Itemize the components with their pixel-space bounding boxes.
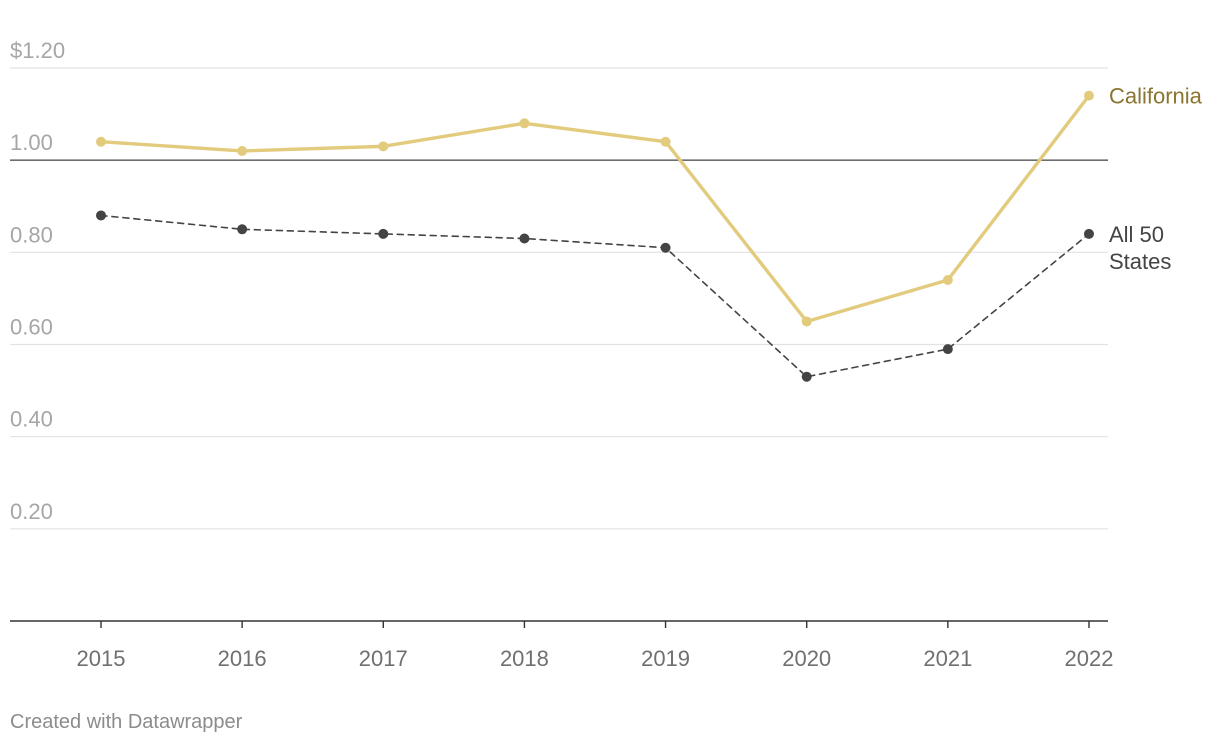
grid (10, 67, 1108, 530)
y-tick-label: 0.40 (10, 407, 53, 432)
data-point (801, 371, 812, 382)
data-point (237, 224, 248, 235)
data-point (237, 145, 248, 156)
y-tick-label: $1.20 (10, 38, 65, 63)
credit-footer: Created with Datawrapper (10, 711, 243, 733)
data-point (660, 136, 671, 147)
x-tick-label: 2019 (641, 646, 690, 671)
x-tick-label: 2016 (218, 646, 267, 671)
series-label-line: All 50 (1109, 222, 1164, 247)
data-point (519, 233, 530, 244)
data-point (660, 242, 671, 253)
series-label-line: California (1109, 84, 1203, 109)
data-point (96, 136, 106, 147)
x-tick-label: 2015 (77, 646, 126, 671)
data-point (942, 344, 953, 355)
data-point (942, 274, 953, 285)
data-point (96, 210, 106, 221)
series-points (96, 90, 1094, 382)
series-label-line: States (1109, 249, 1171, 274)
series-line-california (99, 93, 1091, 324)
data-point (1083, 228, 1094, 239)
x-tick-label: 2022 (1065, 646, 1114, 671)
series-labels: California All 50 States (1109, 84, 1203, 274)
y-tick-label: 0.80 (10, 222, 53, 247)
data-point (801, 316, 812, 327)
y-tick-label: 1.00 (10, 130, 53, 155)
series-label: California (1109, 84, 1203, 109)
series-line-all-50-states (100, 214, 1090, 378)
x-axis: 2015 2016 2017 2018 2019 2020 2021 2022 (10, 620, 1114, 671)
x-tick-label: 2017 (359, 646, 408, 671)
data-point (519, 118, 530, 129)
data-point (378, 228, 389, 239)
data-point (378, 141, 389, 152)
y-tick-label: 0.60 (10, 315, 53, 340)
series-lines (99, 93, 1091, 378)
y-axis: $1.20 1.00 0.80 0.60 0.40 0.20 (10, 38, 65, 524)
x-tick-label: 2018 (500, 646, 549, 671)
y-tick-label: 0.20 (10, 499, 53, 524)
data-point (1083, 90, 1094, 101)
x-tick-label: 2020 (782, 646, 831, 671)
series-label: All 50 States (1109, 222, 1171, 274)
x-tick-label: 2021 (923, 646, 972, 671)
